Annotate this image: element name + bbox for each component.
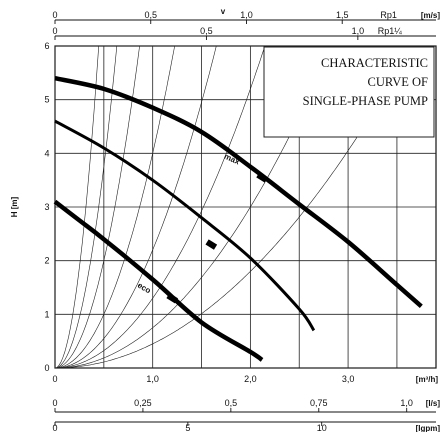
x-tick-label-2: 2,0 bbox=[244, 374, 257, 384]
title-box: CHARACTERISTIC CURVE OF SINGLE-PHASE PUM… bbox=[263, 46, 435, 138]
x-axis-label: [m³/h] bbox=[416, 375, 439, 384]
speed-marker-eco bbox=[166, 293, 179, 304]
axis-labels: 0 1 2 3 4 5 6 0 1,0 2,0 3,0 [m³/h] H [m] bbox=[10, 41, 438, 384]
velocity-axes: 0 0,5 1,0 1,5 Rp1 [m/s]v0 0,5 1,0 Rp1¼ bbox=[52, 7, 440, 40]
flow-unit-axes: 0 0,25 0,5 0,75 1,0 [l/s] 0 5 10 [Igpm] bbox=[52, 398, 440, 432]
system-curve-0 bbox=[54, 45, 99, 369]
y-tick-label-2: 2 bbox=[44, 256, 49, 266]
bottom-axis-tick-label-1-1: 5 bbox=[185, 423, 190, 432]
y-tick-label-5: 5 bbox=[44, 95, 49, 105]
bottom-axis-tick-label-1-0: 0 bbox=[52, 423, 57, 432]
x-tick-label-3: 3,0 bbox=[342, 374, 355, 384]
x-tick-label-1: 1,0 bbox=[146, 374, 159, 384]
pump-curve-mid-1 bbox=[54, 119, 316, 332]
series-label-eco: eco bbox=[136, 281, 153, 296]
system-curve-2 bbox=[54, 45, 140, 369]
x-tick-label-0: 0 bbox=[52, 374, 57, 384]
system-curve-4 bbox=[55, 45, 217, 369]
speed-marker-max bbox=[256, 172, 268, 183]
y-tick-label-1: 1 bbox=[44, 309, 49, 319]
system-curve-3 bbox=[54, 45, 175, 369]
bottom-axis-tick-label-0-1: 0,25 bbox=[134, 398, 152, 408]
grid-lines bbox=[54, 45, 437, 369]
title-line-1: CHARACTERISTIC bbox=[321, 56, 428, 70]
system-curve-7 bbox=[55, 45, 412, 369]
pump-curves bbox=[53, 76, 423, 362]
top-axis-tick-label-0-3: 1,5 bbox=[336, 10, 349, 20]
system-curve-1 bbox=[54, 45, 118, 369]
y-tick-label-3: 3 bbox=[44, 202, 49, 212]
top-axis-v-label: v bbox=[221, 7, 226, 16]
top-axis-tick-label-1-1: 0,5 bbox=[200, 26, 213, 36]
series-label-max: max bbox=[223, 152, 242, 167]
top-axis-tick-label-0-0: 0 bbox=[52, 10, 57, 20]
bottom-axis-tick-label-0-0: 0 bbox=[52, 398, 57, 408]
title-frame bbox=[263, 46, 435, 138]
speed-marker-mid bbox=[205, 239, 218, 250]
bottom-axis-tick-label-0-3: 0,75 bbox=[310, 398, 328, 408]
top-axis-pipe-label-1: Rp1¼ bbox=[378, 26, 403, 36]
bottom-axis-tick-label-1-2: 10 bbox=[317, 423, 327, 432]
bottom-axis-unit-1: [Igpm] bbox=[416, 424, 441, 432]
y-tick-label-0: 0 bbox=[44, 363, 49, 373]
top-axis-pipe-label-0: Rp1 bbox=[380, 10, 397, 20]
top-axis-tick-label-1-0: 0 bbox=[52, 26, 57, 36]
series-labels: max eco bbox=[136, 152, 242, 296]
y-axis-label: H [m] bbox=[10, 196, 19, 217]
pump-curve-eco bbox=[53, 199, 264, 362]
top-axis-unit-0: [m/s] bbox=[421, 11, 440, 20]
bottom-axis-tick-label-0-4: 1,0 bbox=[400, 398, 413, 408]
top-axis-tick-label-0-1: 0,5 bbox=[144, 10, 157, 20]
y-tick-label-6: 6 bbox=[44, 41, 49, 51]
title-line-3: SINGLE-PHASE PUMP bbox=[303, 94, 428, 108]
title-line-2: CURVE OF bbox=[368, 75, 429, 89]
top-axis-tick-label-0-2: 1,0 bbox=[240, 10, 253, 20]
bottom-axis-tick-label-0-2: 0,5 bbox=[225, 398, 238, 408]
y-tick-label-4: 4 bbox=[44, 148, 49, 158]
bottom-axis-unit-0: [l/s] bbox=[426, 399, 441, 408]
system-curve-6 bbox=[55, 45, 332, 369]
top-axis-tick-label-1-2: 1,0 bbox=[352, 26, 365, 36]
pump-curve-max bbox=[54, 76, 423, 308]
